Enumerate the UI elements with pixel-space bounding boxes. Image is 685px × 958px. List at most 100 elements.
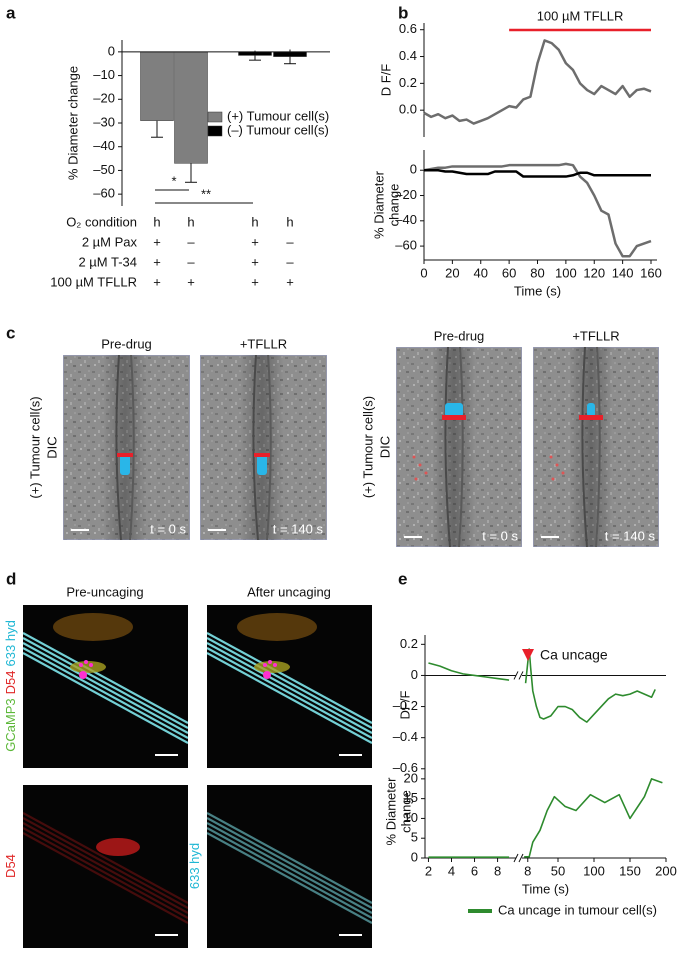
data-line <box>524 778 663 858</box>
side-label-part: D54 <box>3 854 18 878</box>
panel-label: c <box>6 323 15 342</box>
image-side-label: (+) Tumour cell(s) <box>360 396 375 498</box>
image-bg <box>23 785 188 948</box>
x-tick-label: 0 <box>420 265 427 280</box>
uncage-spot <box>84 660 88 664</box>
axis-break <box>518 671 524 680</box>
y-tick-label: –50 <box>93 162 115 177</box>
y-tick-label: 0.2 <box>399 75 417 90</box>
image-side-label: DIC <box>377 436 392 458</box>
vessel-wall <box>266 355 272 540</box>
tumour-cell <box>70 661 106 673</box>
micrograph <box>23 785 188 948</box>
y-tick-label: –40 <box>395 212 417 227</box>
vessel-wall <box>595 347 601 547</box>
significance-label: ** <box>201 186 211 201</box>
vessel-stripe <box>23 642 188 734</box>
x-tick-label: 80 <box>530 265 544 280</box>
condition-value: + <box>286 274 294 289</box>
x-tick-label: 4 <box>448 863 455 878</box>
cell-marker <box>445 403 463 417</box>
annotation-label: 100 µM TFLLR <box>537 8 624 23</box>
x-tick-label: 150 <box>619 863 641 878</box>
y-tick-label: 5 <box>411 830 418 845</box>
x-tick-label: 40 <box>474 265 488 280</box>
y-tick-label: 0.2 <box>400 636 418 651</box>
y-axis-label: % Diameter <box>383 777 398 846</box>
condition-label: 100 µM TFLLR <box>50 274 137 289</box>
time-label: t = 0 s <box>482 528 518 543</box>
y-tick-label: 20 <box>404 770 418 785</box>
x-tick-label: 160 <box>640 265 662 280</box>
bar <box>140 51 174 121</box>
vessel-stripe <box>207 827 372 919</box>
vessel-stripe <box>23 632 188 724</box>
vessel-wall <box>581 347 588 547</box>
vessel-wall <box>444 347 451 547</box>
vessel-stripe <box>23 832 188 924</box>
vessel-stripe <box>207 812 372 904</box>
y-tick-label: –0.6 <box>393 760 418 775</box>
speckle <box>414 477 418 481</box>
vessel <box>432 347 476 547</box>
y-tick-label: –60 <box>395 238 417 253</box>
vessel <box>103 355 147 540</box>
image-title: +TFLLR <box>240 336 287 351</box>
axis-break <box>513 671 519 680</box>
y-tick-label: 0.6 <box>399 21 417 36</box>
vessel-stripe <box>207 632 372 724</box>
axis-break <box>513 853 519 863</box>
y-tick-label: –60 <box>93 186 115 201</box>
y-tick-label: –30 <box>93 114 115 129</box>
uncage-spot <box>79 663 83 667</box>
y-tick-label: 0.0 <box>399 102 417 117</box>
y-tick-label: 15 <box>404 790 418 805</box>
data-line <box>524 648 656 723</box>
image-bg <box>207 785 372 948</box>
condition-value: + <box>153 274 161 289</box>
bar <box>174 51 208 164</box>
speckle <box>549 455 553 459</box>
x-tick-label: 140 <box>612 265 634 280</box>
y-tick-label: 0 <box>411 849 418 864</box>
x-tick-label: 2 <box>425 863 432 878</box>
condition-label: 2 µM Pax <box>82 234 138 249</box>
cell-marker <box>587 403 595 417</box>
legend-label: Ca uncage in tumour cell(s) <box>498 902 657 917</box>
data-line <box>423 162 652 258</box>
condition-value: + <box>187 274 195 289</box>
x-tick-label: 6 <box>471 863 478 878</box>
x-tick-label: 20 <box>445 265 459 280</box>
side-label-part: D54 <box>3 670 18 694</box>
vessel-stripe <box>23 647 188 739</box>
y-tick-label: 0 <box>410 162 417 177</box>
glow <box>237 613 317 641</box>
condition-label: 2 µM T-34 <box>78 254 137 269</box>
tumour-cell <box>254 661 290 673</box>
speckle <box>424 471 428 475</box>
image-side-label: GCaMP3 D54 633 hyd <box>3 620 18 752</box>
legend-label: (–) Tumour cell(s) <box>227 122 329 137</box>
tumour-cell <box>96 838 140 856</box>
time-label: t = 0 s <box>150 521 186 536</box>
micrograph: t = 0 s <box>396 347 522 547</box>
x-tick-label: 50 <box>551 863 565 878</box>
vessel-stripe <box>207 647 372 739</box>
x-tick-label: 200 <box>655 863 677 878</box>
significance-label: * <box>171 173 176 188</box>
diameter-marker <box>442 415 466 420</box>
micrograph <box>23 605 188 768</box>
cell-marker <box>257 453 267 475</box>
speckle <box>418 463 422 467</box>
condition-label: O₂ condition <box>66 214 137 229</box>
data-line <box>428 662 510 681</box>
legend-swatch <box>207 111 223 123</box>
micrograph: t = 140 s <box>533 347 659 547</box>
y-tick-label: –20 <box>93 91 115 106</box>
image-title: Pre-uncaging <box>66 584 143 599</box>
image-title: +TFLLR <box>572 328 619 343</box>
vessel-stripe <box>207 832 372 924</box>
condition-value: h <box>153 214 160 229</box>
uncage-spot <box>89 663 93 667</box>
x-tick-label: 100 <box>583 863 605 878</box>
